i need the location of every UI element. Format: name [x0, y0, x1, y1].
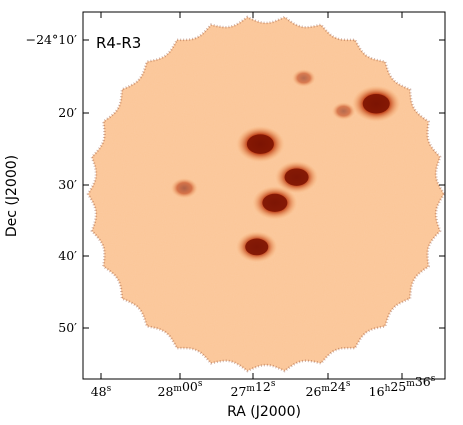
- fov-edge-noise: [86, 15, 445, 373]
- x-axis-label: RA (J2000): [227, 404, 301, 420]
- emission-src-8-halo: [331, 102, 356, 120]
- emission-src-1: [362, 94, 390, 114]
- field-of-view: [88, 17, 444, 371]
- y-tick-label: −24°10′: [26, 32, 78, 47]
- emission-src-6-halo: [170, 178, 198, 199]
- y-axis-label: Dec (J2000): [4, 155, 20, 237]
- y-tick-label: 20′: [58, 105, 77, 120]
- emission-src-3: [262, 193, 288, 212]
- x-tick-label: 48s: [91, 384, 112, 399]
- y-axis-ticks: −24°10′ 20′ 30′ 40′ 50′: [26, 32, 445, 335]
- x-tick-label: 16h25m36s: [369, 374, 436, 399]
- x-tick-label: 28m00s: [158, 379, 203, 399]
- emission-src-7-halo: [292, 69, 316, 87]
- x-tick-label: 27m12s: [231, 379, 276, 399]
- y-tick-label: 40′: [58, 248, 77, 263]
- emission-sources: [170, 69, 401, 263]
- emission-src-2: [246, 134, 274, 154]
- panel-label: R4-R3: [96, 34, 141, 52]
- emission-src-4: [284, 168, 309, 186]
- y-tick-label: 50′: [58, 320, 77, 335]
- x-axis-ticks: 48s 28m00s 27m12s 26m24s 16h25m36s: [91, 12, 436, 399]
- plot-frame: [82, 11, 446, 380]
- y-tick-label: 30′: [58, 177, 77, 192]
- x-tick-label: 26m24s: [306, 379, 351, 399]
- emission-src-5: [245, 238, 269, 256]
